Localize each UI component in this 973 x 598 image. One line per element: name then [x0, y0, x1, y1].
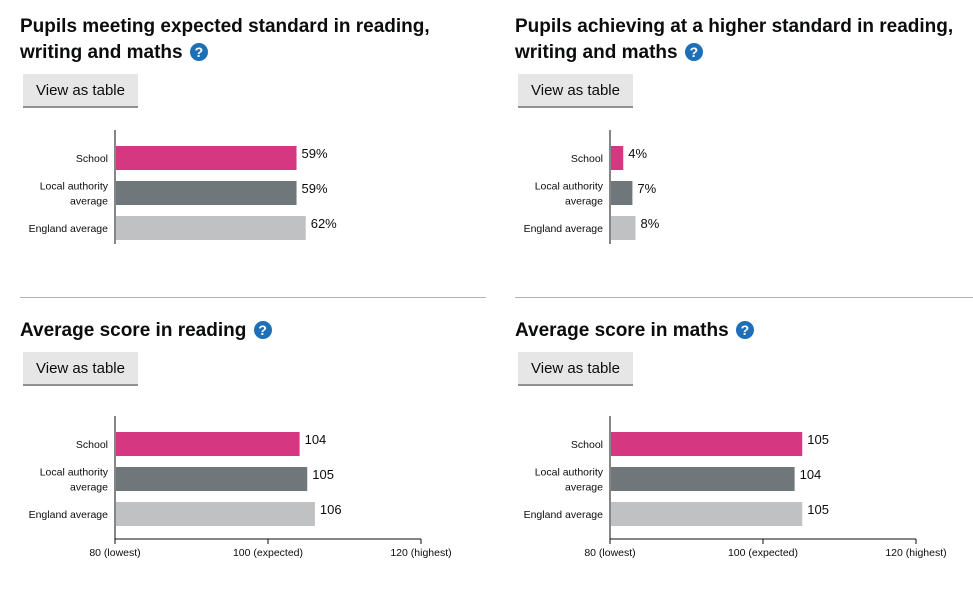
chart-panel-reading-score: Average score in reading ? View as table… [20, 318, 486, 598]
help-icon[interactable]: ? [735, 321, 754, 339]
category-label-local-authority: Local authority average [40, 181, 109, 208]
view-as-table-button[interactable]: View as table [518, 352, 633, 386]
value-label-school: 59% [302, 146, 328, 161]
bar-chart-reading-score: 104 School 105 Local authority average 106 Eng… [29, 416, 452, 559]
x-tick-label: 100 (expected) [233, 547, 303, 559]
bar-chart-expected-standard: 59% School 59% Local authority average 62% Eng… [29, 130, 337, 244]
help-icon[interactable]: ? [189, 43, 208, 61]
category-label-local-authority: Local authority average [40, 467, 109, 494]
category-label-england: England average [29, 223, 109, 235]
category-label-school: School [571, 439, 603, 451]
x-tick-label: 120 (highest) [390, 547, 451, 559]
value-label-local-authority: 105 [312, 467, 334, 482]
chart-panel-maths-score: Average score in maths ? View as table 1… [515, 318, 973, 598]
category-label-school: School [76, 153, 108, 165]
value-label-england: 62% [311, 216, 337, 231]
value-label-local-authority: 104 [800, 467, 822, 482]
bar-local-authority [116, 181, 297, 205]
bar-england [116, 216, 306, 240]
chart-title: Average score in reading ? [20, 318, 480, 344]
category-label-school: School [76, 439, 108, 451]
bar-england [611, 502, 803, 526]
category-label-england: England average [524, 223, 604, 235]
bar-england [611, 216, 636, 240]
bar-chart-maths-score: 105 School 104 Local authority average 105 Eng… [524, 416, 947, 559]
view-as-table-button[interactable]: View as table [23, 74, 138, 108]
chart-title: Average score in maths ? [515, 318, 973, 344]
value-label-school: 105 [807, 432, 829, 447]
bar-england [116, 502, 315, 526]
bar-local-authority [611, 467, 795, 491]
bar-chart-higher-standard: 4% School 7% Local authority average 8% Englan… [524, 130, 660, 244]
value-label-school: 4% [628, 146, 647, 161]
value-label-local-authority: 59% [302, 181, 328, 196]
category-label-england: England average [524, 509, 604, 521]
help-icon[interactable]: ? [253, 321, 272, 339]
x-tick-label: 80 (lowest) [584, 547, 635, 559]
x-tick-label: 120 (highest) [885, 547, 946, 559]
bar-school [611, 146, 624, 170]
view-as-table-button[interactable]: View as table [23, 352, 138, 386]
category-label-local-authority: Local authority average [535, 467, 604, 494]
chart-title: Pupils achieving at a higher standard in… [515, 16, 954, 63]
value-label-england: 106 [320, 502, 342, 517]
category-label-england: England average [29, 509, 109, 521]
bar-local-authority [611, 181, 633, 205]
help-icon[interactable]: ? [684, 43, 703, 61]
value-label-school: 104 [305, 432, 327, 447]
x-tick-label: 100 (expected) [728, 547, 798, 559]
view-as-table-button[interactable]: View as table [518, 74, 633, 108]
value-label-local-authority: 7% [637, 181, 656, 196]
x-tick-label: 80 (lowest) [89, 547, 140, 559]
bar-school [116, 432, 300, 456]
section-divider-left [20, 297, 486, 298]
category-label-local-authority: Local authority average [535, 181, 604, 208]
bar-school [116, 146, 297, 170]
section-divider-right [515, 297, 973, 298]
bar-school [611, 432, 803, 456]
chart-title: Pupils meeting expected standard in read… [20, 16, 430, 63]
chart-panel-higher-standard: Pupils achieving at a higher standard in… [515, 14, 973, 294]
value-label-england: 8% [640, 216, 659, 231]
bar-local-authority [116, 467, 308, 491]
value-label-england: 105 [807, 502, 829, 517]
category-label-school: School [571, 153, 603, 165]
chart-panel-expected-standard: Pupils meeting expected standard in read… [20, 14, 486, 294]
